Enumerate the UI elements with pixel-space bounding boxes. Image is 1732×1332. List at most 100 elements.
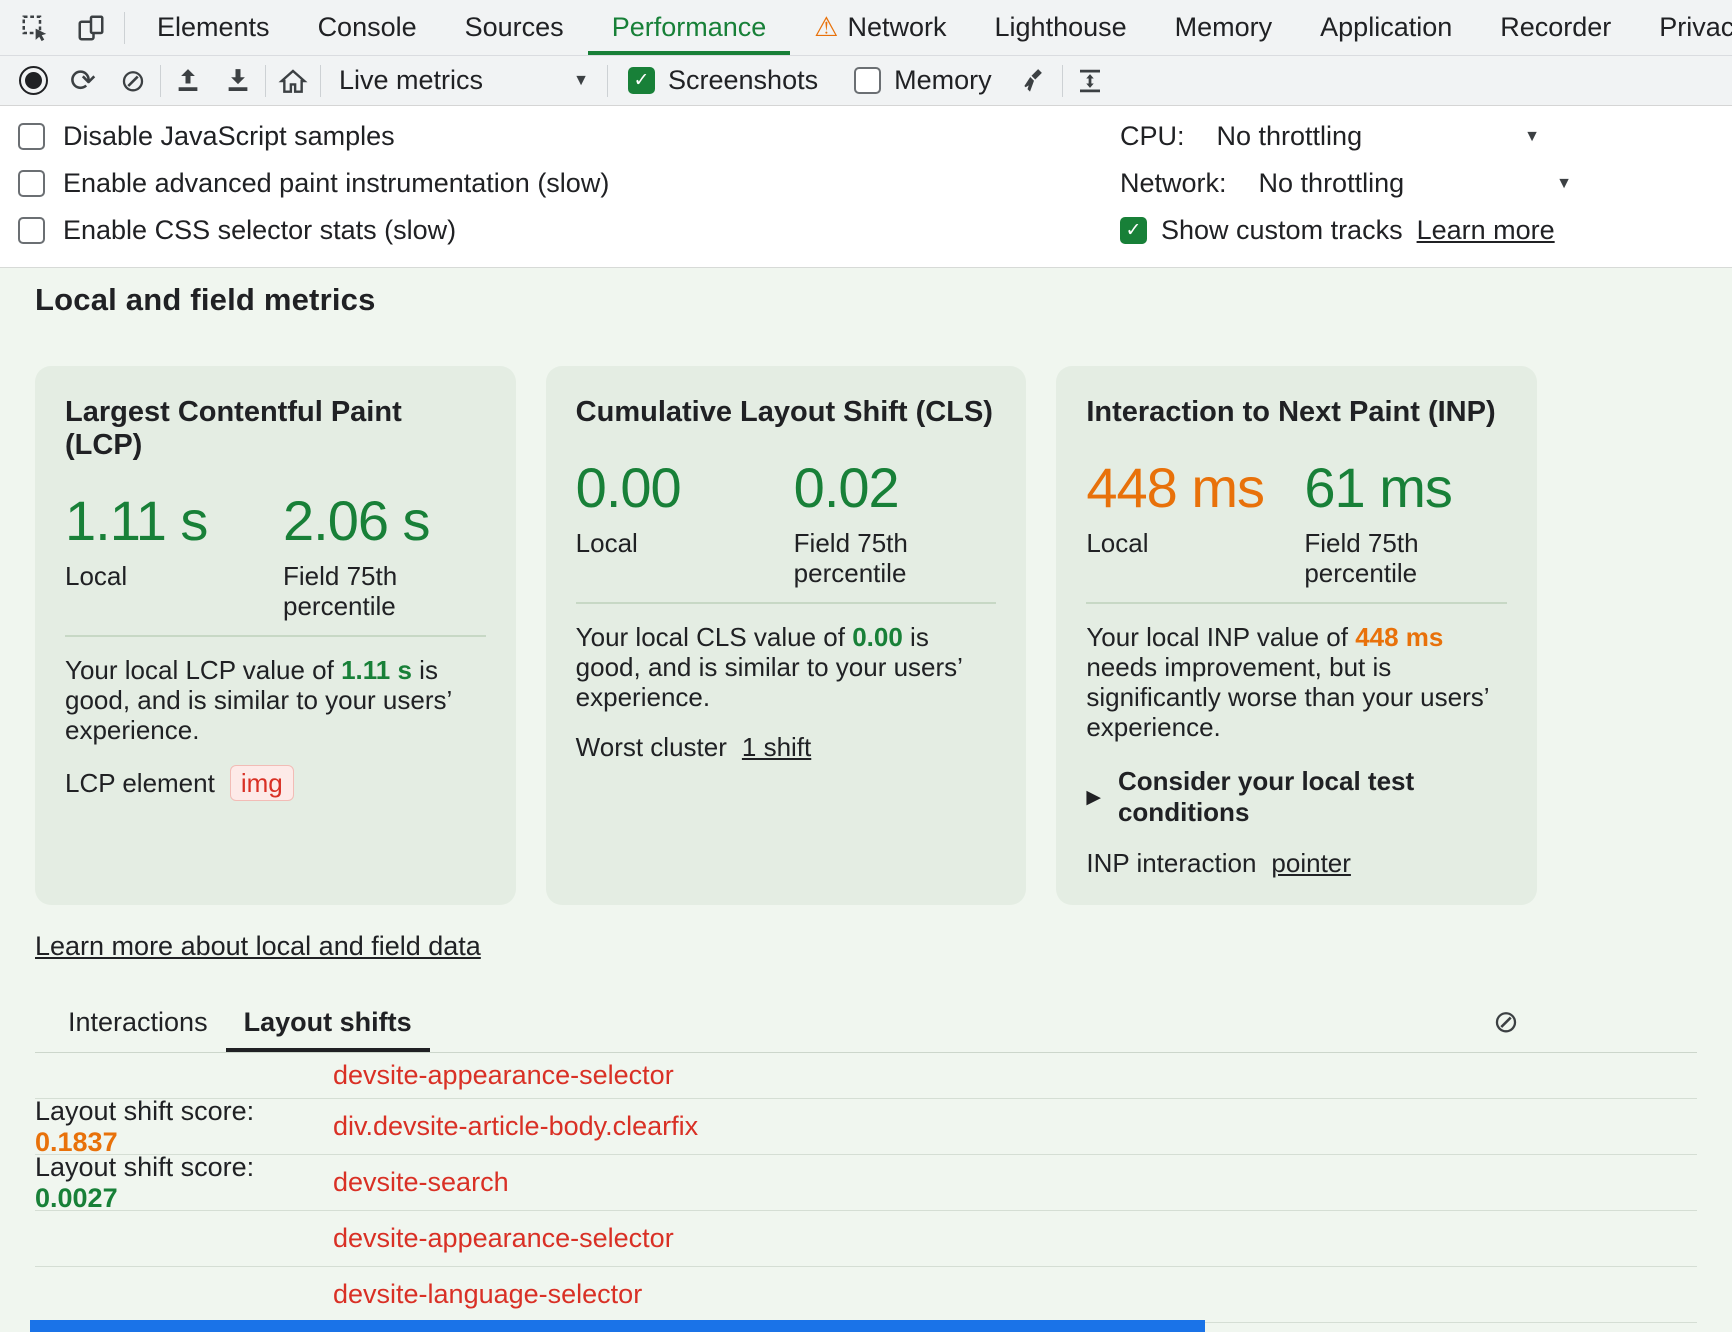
learn-more-local-field-link[interactable]: Learn more about local and field data: [35, 931, 481, 961]
lcp-field-value: 2.06 s: [283, 489, 431, 552]
cls-field-column: 0.02 Field 75th percentile: [794, 455, 997, 588]
metric-cards: Largest Contentful Paint (LCP) 1.11 s Lo…: [35, 366, 1538, 905]
network-label: Network:: [1120, 168, 1227, 198]
score-value: 0.0027: [35, 1182, 118, 1213]
tab-lighthouse[interactable]: Lighthouse: [994, 12, 1127, 42]
inp-interaction-row: INP interaction pointer: [1086, 848, 1507, 879]
lcp-description: Your local LCP value of 1.11 s is good, …: [65, 655, 486, 745]
worst-cluster-label: Worst cluster: [575, 732, 727, 762]
clear-icon[interactable]: ⊘: [110, 59, 156, 103]
tab-memory[interactable]: Memory: [1174, 12, 1273, 42]
inspect-element-icon[interactable]: [12, 6, 58, 50]
divider: [1086, 602, 1508, 604]
cpu-value: No throttling: [1216, 121, 1363, 151]
consider-local-conditions-expander[interactable]: ▶ Consider your local test conditions: [1086, 766, 1507, 828]
capture-settings: Disable JavaScript samples Enable advanc…: [0, 106, 1732, 268]
learn-more-link[interactable]: Learn more: [1416, 215, 1555, 245]
advanced-paint-checkbox[interactable]: Enable advanced paint instrumentation (s…: [0, 160, 1732, 207]
lcp-element-node-badge[interactable]: img: [229, 765, 294, 801]
panel-tabs: Elements Console Sources Performance ⚠ N…: [133, 0, 1732, 55]
divider: [265, 64, 266, 97]
reload-and-record-icon[interactable]: ⟳: [60, 59, 106, 103]
live-metrics-view: Local and field metrics Largest Contentf…: [0, 268, 1732, 1332]
collect-garbage-broom-icon[interactable]: [1012, 59, 1058, 103]
save-profile-icon[interactable]: [215, 59, 261, 103]
chevron-down-icon: ▼: [1556, 174, 1572, 192]
table-row[interactable]: Layout shift score: 0.1837 div.devsite-a…: [35, 1096, 1697, 1158]
css-selector-stats-checkbox[interactable]: Enable CSS selector stats (slow): [0, 207, 1732, 254]
node-link[interactable]: devsite-search: [333, 1167, 509, 1197]
shift-element-cell: div.devsite-article-body.clearfix: [333, 1111, 698, 1142]
tab-performance[interactable]: Performance: [587, 0, 791, 55]
throttling-settings: CPU: No throttling ▼ Network: No throttl…: [1120, 113, 1572, 254]
tab-console[interactable]: Console: [317, 12, 417, 42]
cpu-label: CPU:: [1120, 121, 1185, 151]
checkbox-checked-icon[interactable]: ✓: [1120, 217, 1147, 244]
cls-local-value: 0.00: [575, 456, 682, 519]
lcp-desc-value: 1.11 s: [341, 655, 412, 685]
worst-cluster-link[interactable]: 1 shift: [741, 732, 812, 762]
divider: [1061, 64, 1063, 97]
device-toolbar-icon[interactable]: [68, 6, 114, 50]
cpu-throttling-select[interactable]: CPU: No throttling ▼: [1120, 113, 1540, 160]
record-button[interactable]: [10, 59, 56, 103]
checkbox-unchecked-icon: [854, 67, 882, 94]
cls-local-label: Local: [575, 528, 638, 558]
css-selector-stats-label: Enable CSS selector stats (slow): [63, 215, 457, 245]
home-icon[interactable]: [270, 59, 316, 103]
table-row[interactable]: devsite-appearance-selector: [35, 1211, 1697, 1267]
tab-sources[interactable]: Sources: [464, 12, 564, 42]
shift-score-cell: Layout shift score: 0.1837: [35, 1096, 333, 1158]
memory-label: Memory: [894, 65, 992, 95]
desc-text: Your local LCP value of: [65, 655, 342, 685]
tab-network[interactable]: ⚠ Network: [790, 0, 970, 55]
lcp-field-column: 2.06 s Field 75th percentile: [283, 488, 486, 621]
shift-score-cell: Layout shift score: 0.0027: [35, 1152, 333, 1214]
screenshots-checkbox[interactable]: ✓ Screenshots: [612, 65, 834, 96]
lcp-card: Largest Contentful Paint (LCP) 1.11 s Lo…: [35, 366, 516, 905]
live-metrics-dropdown[interactable]: Live metrics ▼: [325, 65, 603, 96]
tab-application[interactable]: Application: [1320, 12, 1453, 42]
table-row[interactable]: Layout shift score: 0.0027 devsite-searc…: [35, 1152, 1697, 1214]
warning-icon: ⚠: [814, 12, 839, 42]
live-metrics-label: Live metrics: [339, 65, 484, 95]
tab-layout-shifts[interactable]: Layout shifts: [225, 1007, 430, 1052]
table-row[interactable]: devsite-language-selector: [35, 1267, 1697, 1323]
divider: [575, 602, 997, 604]
node-link[interactable]: div.devsite-article-body.clearfix: [333, 1111, 699, 1141]
lcp-card-title: Largest Contentful Paint (LCP): [65, 396, 402, 461]
divider: [160, 64, 161, 97]
expand-triangle-icon: ▶: [1086, 786, 1101, 808]
tab-privacy-sandbox[interactable]: Privacy Sand: [1659, 12, 1732, 42]
capture-settings-left: Disable JavaScript samples Enable advanc…: [0, 113, 1732, 254]
inp-desc-value: 448 ms: [1355, 622, 1444, 652]
disable-js-samples-checkbox[interactable]: Disable JavaScript samples: [0, 113, 1732, 160]
inp-interaction-link[interactable]: pointer: [1271, 848, 1351, 878]
cls-desc-value: 0.00: [852, 622, 903, 652]
cls-description: Your local CLS value of 0.00 is good, an…: [576, 622, 997, 712]
tab-recorder[interactable]: Recorder: [1500, 12, 1612, 42]
tune-tracks-icon[interactable]: [1067, 59, 1113, 103]
divider: [320, 64, 321, 97]
memory-checkbox[interactable]: Memory: [838, 65, 1008, 96]
tab-network-label: Network: [847, 12, 947, 42]
score-label: Layout shift score:: [35, 1095, 255, 1126]
tab-interactions[interactable]: Interactions: [68, 1007, 208, 1037]
clear-log-icon[interactable]: ⊘: [1483, 1000, 1529, 1044]
node-link[interactable]: devsite-language-selector: [333, 1279, 643, 1309]
node-link[interactable]: devsite-appearance-selector: [333, 1223, 674, 1253]
desc-text: is good, and is similar to your users’ e…: [65, 655, 452, 745]
checkbox-checked-icon: ✓: [628, 67, 655, 94]
table-row[interactable]: devsite-appearance-selector: [35, 1053, 1697, 1099]
lcp-values: 1.11 s Local 2.06 s Field 75th percentil…: [65, 488, 486, 621]
inp-interaction-label: INP interaction: [1086, 848, 1257, 878]
network-throttling-select[interactable]: Network: No throttling ▼: [1120, 160, 1572, 207]
load-profile-icon[interactable]: [165, 59, 211, 103]
desc-text: Your local CLS value of: [575, 622, 853, 652]
tab-elements[interactable]: Elements: [157, 12, 270, 42]
node-link[interactable]: devsite-appearance-selector: [333, 1060, 674, 1090]
advanced-paint-label: Enable advanced paint instrumentation (s…: [63, 168, 610, 198]
desc-text: Your local INP value of: [1086, 622, 1356, 652]
divider: [124, 11, 125, 44]
show-custom-tracks-row: ✓ Show custom tracks Learn more: [1120, 207, 1572, 254]
